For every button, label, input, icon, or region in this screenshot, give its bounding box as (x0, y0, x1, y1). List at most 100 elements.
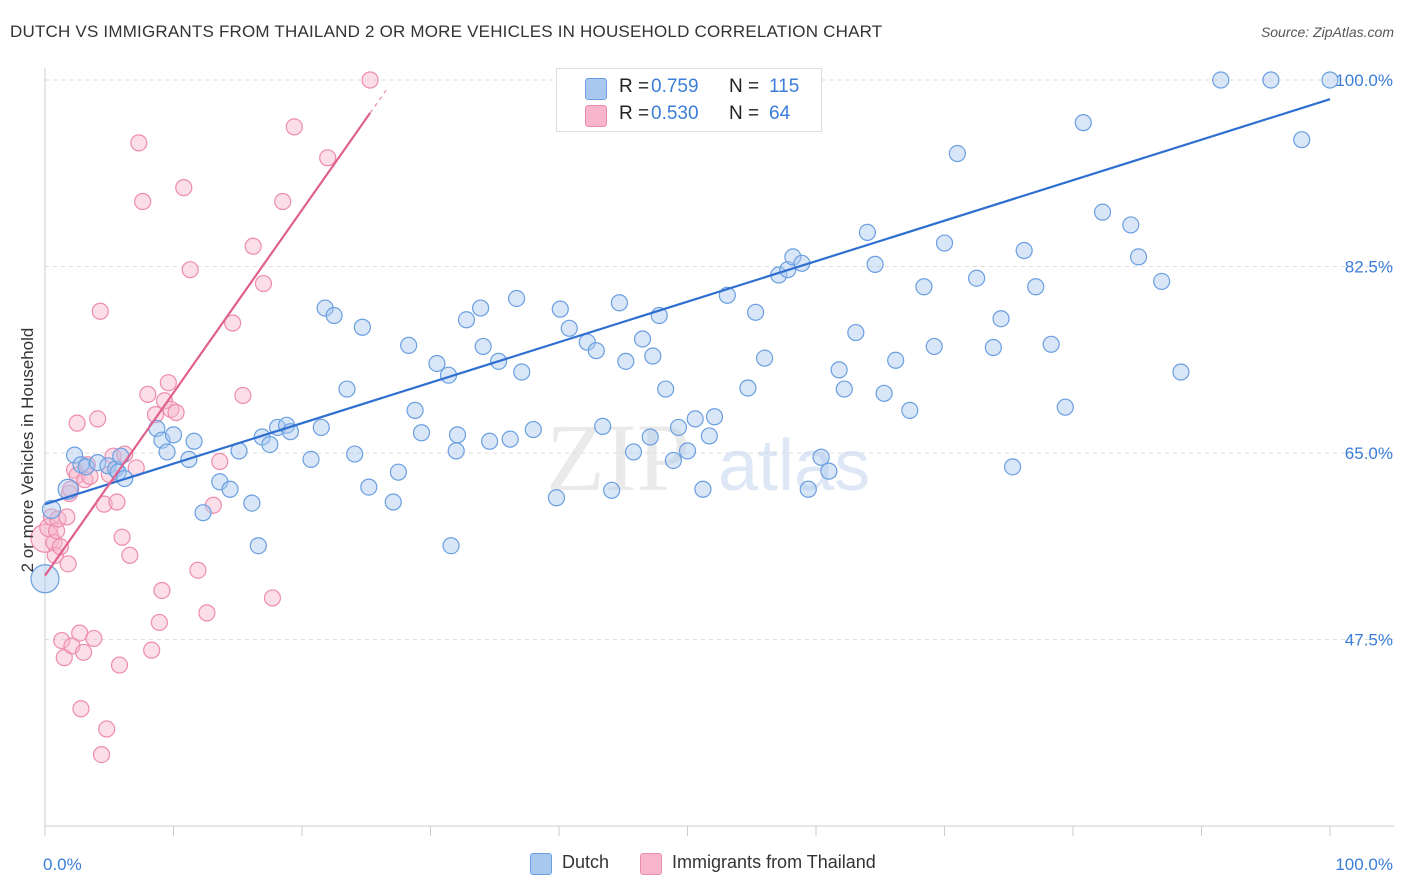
dutch-point (1027, 278, 1045, 296)
thai-point (58, 508, 76, 526)
dutch-point (194, 504, 212, 522)
dutch-point (360, 478, 378, 496)
dutch-point (739, 379, 757, 397)
dutch-point (1321, 71, 1339, 89)
dutch-point (694, 480, 712, 498)
dutch-point (389, 463, 407, 481)
dutch-point (830, 361, 848, 379)
thai-point (244, 237, 262, 255)
dutch-point (669, 418, 688, 437)
trendlines (44, 87, 1331, 577)
thai-n-value: 64 (769, 103, 791, 124)
y-tick-label: 82.5% (1345, 258, 1393, 277)
thai-point (189, 561, 207, 579)
dutch-point (513, 363, 531, 381)
thai-point (98, 720, 116, 738)
dutch-point (887, 351, 905, 369)
dutch-point (501, 430, 519, 448)
dutch-point (112, 447, 130, 465)
dutch-point (158, 443, 176, 461)
dutch-point (1093, 203, 1112, 221)
dutch-point (799, 480, 817, 498)
thai-point (121, 546, 139, 564)
dutch-point (41, 499, 62, 520)
thai-point (108, 493, 126, 511)
dutch-point (875, 384, 893, 402)
thai-point (159, 374, 177, 392)
dutch-point (705, 408, 724, 426)
dutch-point (338, 380, 356, 398)
thai-point (319, 149, 337, 167)
dutch-point (428, 354, 446, 373)
dutch-point (624, 443, 643, 461)
x-tick-label: 0.0% (43, 855, 82, 874)
dutch-point (185, 432, 203, 450)
dutch-point (1042, 335, 1060, 353)
stats-row-dutch: R = 0.759 N = 115 (557, 73, 821, 101)
thai-point (234, 386, 252, 405)
thai-point (146, 406, 165, 424)
dutch-point (412, 424, 431, 442)
thai-point (134, 192, 152, 211)
dutch-point (610, 294, 628, 312)
dutch-point (700, 427, 718, 445)
dutch-point (992, 310, 1010, 328)
legend-item-thai[interactable]: Immigrants from Thailand (640, 852, 876, 875)
dutch-point (657, 380, 675, 398)
thai-point (143, 641, 161, 659)
dutch-point (481, 432, 499, 450)
thai-point (198, 604, 216, 622)
dutch-point (1074, 114, 1092, 132)
thai-point (150, 613, 168, 632)
dutch-r-value: 0.759 (651, 76, 699, 97)
thai-point (113, 528, 131, 546)
dutch-point (1129, 248, 1148, 266)
dutch-point (915, 278, 933, 296)
legend-item-dutch[interactable]: Dutch (530, 852, 610, 875)
dutch-point (325, 306, 343, 325)
legend-thai-swatch (640, 853, 663, 875)
dutch-point (457, 311, 476, 329)
thai-point (110, 656, 129, 674)
dutch-point (847, 323, 865, 342)
thai-trendline-extension (369, 87, 389, 114)
stats-row-thai: R = 0.530 N = 64 (557, 100, 821, 128)
dutch-point (472, 299, 490, 317)
legend-thai-label: Immigrants from Thailand (672, 852, 876, 872)
dutch-point (302, 450, 320, 468)
dutch-point (1172, 363, 1190, 381)
axes (44, 68, 1394, 836)
stats-box: R = 0.759 N = 115 R = 0.530 N = 64 (556, 68, 822, 132)
thai-r-label: R = (619, 103, 650, 124)
dutch-point (747, 303, 765, 321)
y-tick-label: 65.0% (1345, 444, 1393, 463)
dutch-point (755, 349, 774, 367)
dutch-point (551, 300, 569, 318)
thai-point (175, 179, 193, 197)
dutch-swatch (585, 78, 607, 100)
legend-dutch-label: Dutch (562, 852, 610, 872)
dutch-point (448, 426, 467, 444)
thai-point (285, 118, 303, 136)
dutch-points (30, 71, 1339, 594)
dutch-point (1004, 458, 1022, 476)
dutch-point (968, 269, 986, 287)
dutch-point (925, 337, 943, 356)
dutch-point (1262, 71, 1280, 89)
dutch-point (587, 342, 605, 360)
dutch-point (633, 330, 652, 348)
dutch-point (560, 319, 578, 337)
thai-point (68, 414, 86, 432)
thai-point (263, 589, 282, 607)
dutch-point (524, 420, 542, 439)
thai-point (74, 643, 93, 661)
dutch-point (784, 248, 802, 266)
thai-point (211, 452, 229, 471)
dutch-point (858, 223, 877, 241)
gridlines (45, 79, 1394, 640)
dutch-point (89, 453, 107, 472)
thai-point (72, 700, 90, 718)
dutch-point (384, 493, 402, 511)
thai-swatch (585, 105, 607, 127)
thai-point (181, 261, 199, 279)
